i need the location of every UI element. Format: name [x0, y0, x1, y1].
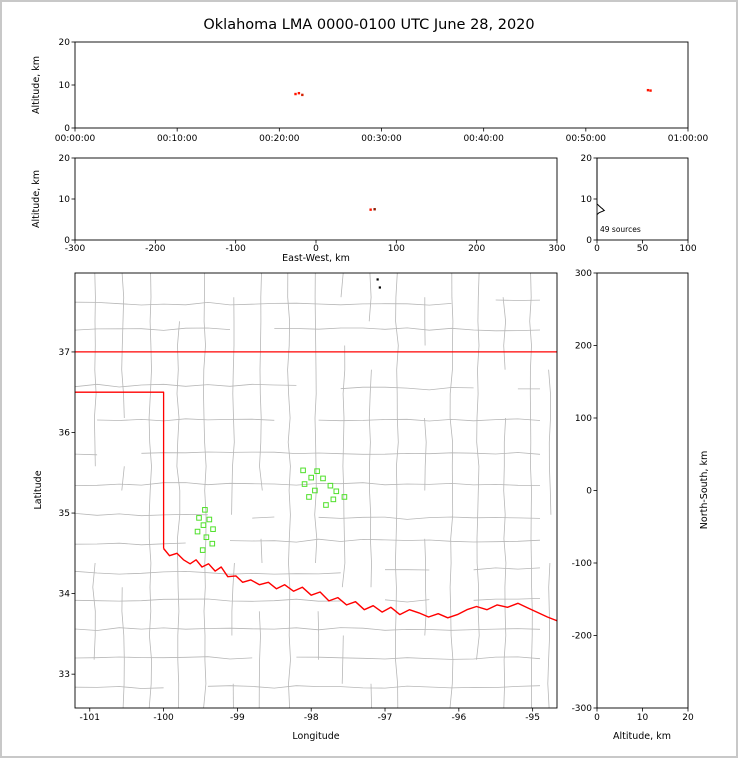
y-tick-label: 100	[575, 414, 592, 424]
x-tick-label: 100	[679, 244, 696, 254]
x-tick-label: -95	[525, 713, 540, 723]
x-tick-label: 0	[594, 713, 600, 723]
source-point	[377, 278, 379, 280]
ew-height-xlabel: East-West, km	[282, 253, 350, 264]
x-tick-label: 00:10:00	[157, 134, 198, 144]
x-tick-label: 01:00:00	[668, 134, 709, 144]
y-tick-label: 10	[59, 81, 71, 91]
ns-height-ylabel: North-South, km	[699, 451, 710, 529]
source-point	[294, 93, 296, 95]
y-tick-label: 20	[581, 154, 593, 164]
x-tick-label: 00:20:00	[259, 134, 300, 144]
source-point	[369, 208, 371, 210]
y-tick-label: -300	[572, 704, 593, 714]
source-point	[301, 94, 303, 96]
x-tick-label: 20	[682, 713, 694, 723]
y-tick-label: 200	[575, 342, 592, 352]
x-tick-label: 0	[594, 244, 600, 254]
plan-view-xlabel: Longitude	[292, 731, 339, 742]
y-tick-label: 0	[64, 124, 70, 134]
x-tick-label: 300	[548, 244, 565, 254]
y-tick-label: 10	[59, 195, 71, 205]
source-point	[647, 89, 649, 91]
x-tick-label: -97	[378, 713, 393, 723]
x-tick-label: -101	[80, 713, 100, 723]
y-tick-label: 20	[59, 38, 71, 48]
x-tick-label: -200	[145, 244, 166, 254]
x-tick-label: -98	[304, 713, 319, 723]
source-point	[373, 208, 375, 210]
x-tick-label: 00:40:00	[463, 134, 504, 144]
y-tick-label: 20	[59, 154, 71, 164]
x-tick-label: 50	[637, 244, 649, 254]
x-tick-label: -99	[230, 713, 245, 723]
x-tick-label: 00:00:00	[55, 134, 96, 144]
y-tick-label: -200	[572, 632, 593, 642]
x-tick-label: 200	[468, 244, 485, 254]
source-point	[298, 92, 300, 94]
x-tick-label: -96	[451, 713, 466, 723]
y-tick-label: 35	[59, 509, 70, 519]
figure-title: Oklahoma LMA 0000-0100 UTC June 28, 2020	[203, 17, 534, 33]
source-point	[649, 89, 651, 91]
y-tick-label: 0	[586, 236, 592, 246]
x-tick-label: 100	[388, 244, 405, 254]
x-tick-label: -100	[153, 713, 174, 723]
y-tick-label: 300	[575, 269, 592, 279]
ns-height-xlabel: Altitude, km	[613, 731, 671, 742]
x-tick-label: 00:30:00	[361, 134, 402, 144]
y-tick-label: 37	[59, 348, 70, 358]
x-tick-label: 00:50:00	[566, 134, 607, 144]
x-tick-label: 10	[637, 713, 649, 723]
ew-height-ylabel: Altitude, km	[31, 170, 42, 228]
x-tick-label: -100	[225, 244, 246, 254]
sources-count-annotation: 49 sources	[600, 225, 641, 234]
y-tick-label: -100	[572, 559, 593, 569]
source-point	[379, 286, 381, 288]
time-height-ylabel: Altitude, km	[31, 56, 42, 114]
y-tick-label: 0	[64, 236, 70, 246]
plan-view-ylabel: Latitude	[33, 470, 44, 509]
y-tick-label: 36	[59, 429, 71, 439]
y-tick-label: 34	[59, 590, 71, 600]
y-tick-label: 10	[581, 195, 593, 205]
y-tick-label: 33	[59, 670, 70, 680]
y-tick-label: 0	[586, 487, 592, 497]
